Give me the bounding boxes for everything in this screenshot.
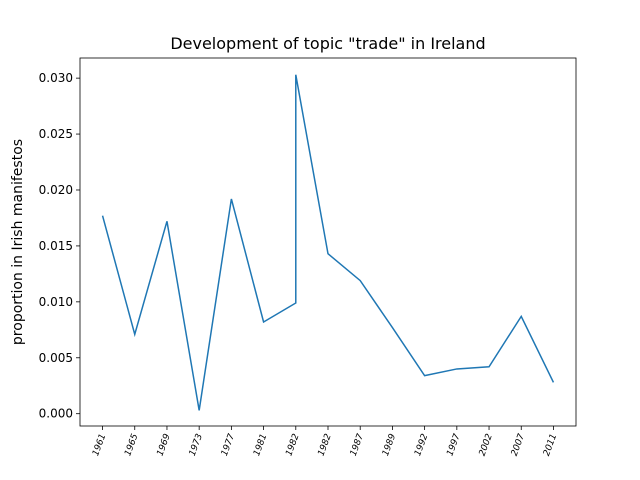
y-tick-label: 0.000 (39, 407, 73, 421)
y-tick-label: 0.030 (39, 71, 73, 85)
y-tick-label: 0.005 (39, 351, 73, 365)
plot-frame (79, 57, 577, 427)
y-tick-label: 0.010 (39, 295, 73, 309)
y-tick-label: 0.015 (39, 239, 73, 253)
y-tick-label: 0.020 (39, 183, 73, 197)
y-tick-label: 0.025 (39, 127, 73, 141)
data-line (101, 74, 555, 411)
chart-title: Development of topic "trade" in Ireland (170, 34, 485, 53)
y-axis-label: proportion in Irish manifestos (10, 139, 26, 345)
